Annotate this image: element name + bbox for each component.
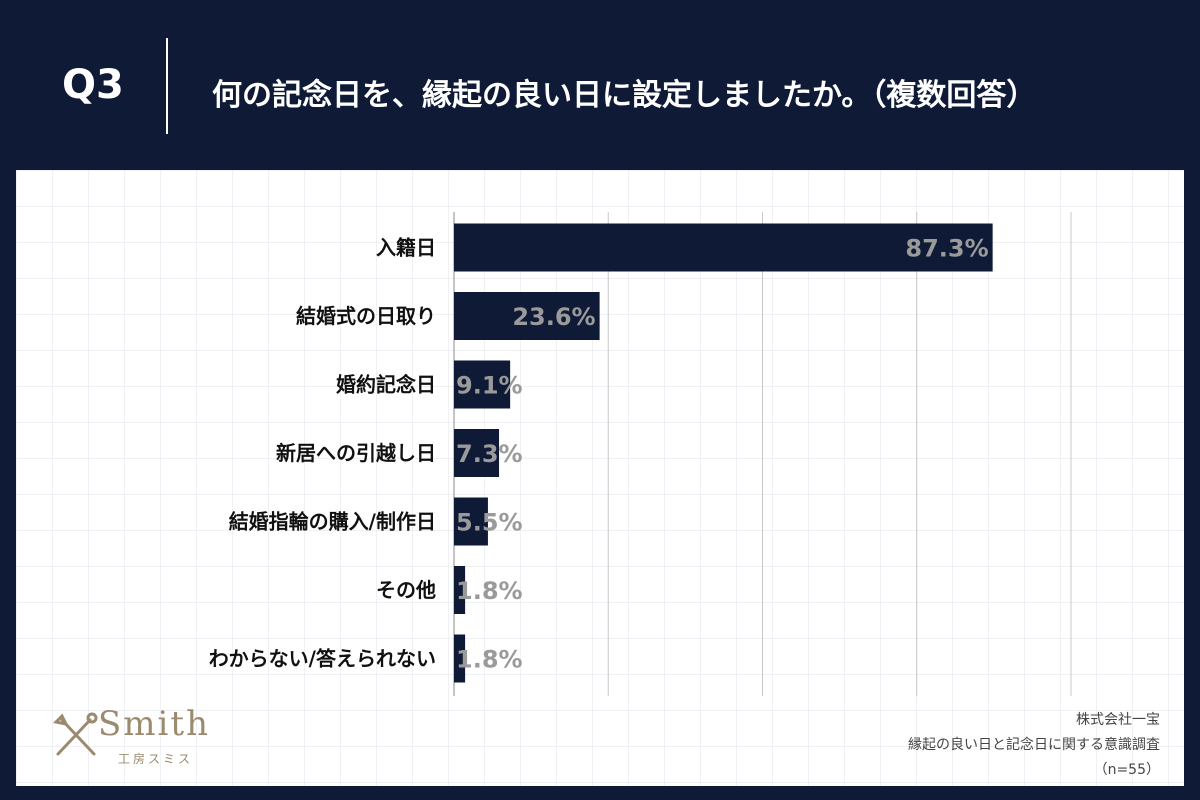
value-label-4: 5.5% [456,509,523,537]
logo: Smith 工房スミス [50,704,208,766]
logo-subtitle: 工房スミス [118,752,194,766]
value-label-0: 87.3% [905,235,988,263]
bar-2 [454,360,511,409]
bar-chart: 入籍日 87.3% 結婚式の日取り 23.6% 婚約記念日 9.1% 新居への引越し日 7.3… [209,212,1072,696]
category-label-1: 結婚式の日取り [296,304,436,328]
crossed-tools-icon [52,712,98,756]
category-label-4: 結婚指輪の購入/制作日 [229,510,436,534]
category-label-5: その他 [376,578,436,602]
bar-6 [454,634,466,683]
question-number: Q3 [62,62,124,108]
category-label-0: 入籍日 [376,236,436,260]
header-divider [166,38,168,134]
chart-card: 入籍日 87.3% 結婚式の日取り 23.6% 婚約記念日 9.1% 新居への引越し日 7.3… [16,170,1184,786]
bar-4 [454,497,488,546]
question-title: 何の記念日を、縁起の良い日に設定しましたか。（複数回答） [212,78,1037,113]
header: Q3 何の記念日を、縁起の良い日に設定しましたか。（複数回答） [0,0,1200,170]
source-note: 株式会社一宝 縁起の良い日と記念日に関する意識調査 （n=55） [908,708,1160,783]
category-label-2: 婚約記念日 [336,373,436,397]
category-label-3: 新居への引越し日 [276,441,436,465]
logo-name: Smith [98,704,210,744]
bar-3 [454,429,500,477]
bar-1 [454,292,600,340]
bar-0 [454,223,993,272]
bar-5 [454,566,466,614]
value-label-5: 1.8% [456,577,523,605]
value-label-1: 23.6% [512,303,595,331]
source-company: 株式会社一宝 [1076,712,1160,728]
source-sample: （n=55） [1093,762,1160,778]
value-label-3: 7.3% [456,440,523,468]
value-label-6: 1.8% [456,646,523,674]
value-label-2: 9.1% [456,372,523,400]
source-survey: 縁起の良い日と記念日に関する意識調査 [908,737,1160,753]
category-label-6: わからない/答えられない [209,647,436,671]
